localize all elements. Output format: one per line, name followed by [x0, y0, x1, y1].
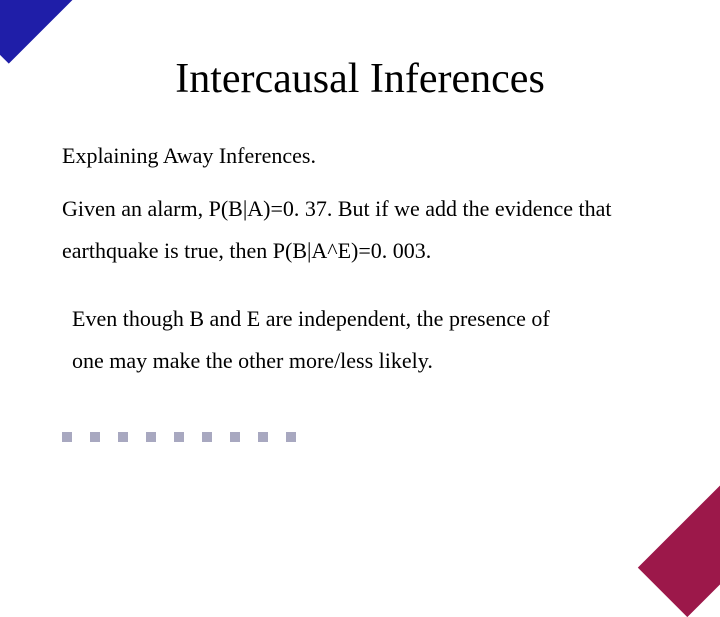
body-line-5: one may make the other more/less likely.: [72, 340, 652, 382]
body-line-1: Explaining Away Inferences.: [62, 135, 662, 177]
dot-icon: [202, 432, 212, 442]
body-line-3: earthquake is true, then P(B|A^E)=0. 003…: [62, 230, 662, 272]
dot-icon: [118, 432, 128, 442]
slide-title: Intercausal Inferences: [0, 55, 720, 103]
dot-icon: [230, 432, 240, 442]
dot-icon: [62, 432, 72, 442]
dot-icon: [286, 432, 296, 442]
decorative-dots: [62, 432, 296, 442]
dot-icon: [174, 432, 184, 442]
body-line-2: Given an alarm, P(B|A)=0. 37. But if we …: [62, 188, 662, 230]
corner-accent-bottom: [638, 483, 720, 617]
dot-icon: [146, 432, 156, 442]
body-line-4: Even though B and E are independent, the…: [72, 298, 652, 340]
dot-icon: [258, 432, 268, 442]
dot-icon: [90, 432, 100, 442]
